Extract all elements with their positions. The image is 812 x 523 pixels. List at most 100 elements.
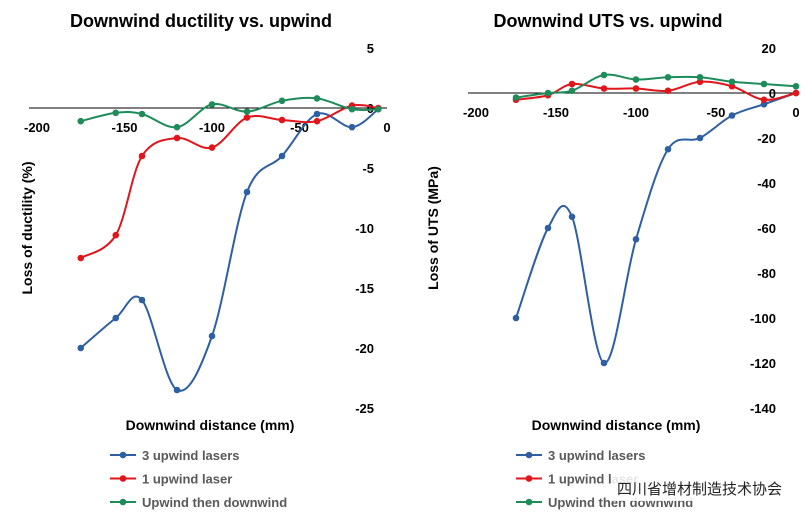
data-point [632,85,640,92]
series-line [80,96,379,129]
legend-label: 3 upwind lasers [548,448,646,463]
data-point [728,78,736,86]
y-tick-label: -5 [362,161,374,176]
series-line [515,80,797,101]
y-tick-label: -80 [757,266,776,281]
data-point [544,89,552,97]
y-tick-label: -25 [355,401,374,416]
data-point [112,109,120,117]
y-tick-label: -140 [750,401,776,416]
y-tick-label: -120 [750,356,776,371]
legend-entry: 1 upwind laser [110,472,232,487]
y-tick-label: 5 [367,41,374,56]
data-point [112,314,120,322]
series-line [80,103,379,259]
data-point [243,188,251,196]
data-point [173,386,181,394]
data-point [568,80,576,88]
legend-swatch-marker [119,475,127,482]
x-axis-label: Downwind distance (mm) [126,417,295,433]
x-axis-label: Downwind distance (mm) [532,417,701,433]
data-point [600,359,608,367]
x-tick-label: -150 [543,105,569,120]
data-point [77,344,85,352]
data-point [544,224,552,232]
data-point [568,213,576,221]
y-tick-label: -15 [355,281,374,296]
data-point [77,117,85,125]
legend-swatch-marker [525,498,533,506]
data-point [728,112,736,119]
data-point [792,82,800,90]
chart-title: Downwind ductility vs. upwind [70,11,332,31]
y-tick-label: 0 [367,101,374,116]
ductility-chart: Downwind ductility vs. upwind -200 -150 -10… [19,11,391,510]
x-tick-label: -200 [24,120,50,135]
uts-chart-svg: Downwind UTS vs. upwind-200 -150 -100 -50 02… [425,11,800,510]
y-tick-label: -20 [757,131,776,146]
legend-label: Upwind then downwind [142,495,287,510]
data-point [173,134,181,142]
legend-entry: Upwind then downwind [110,495,287,510]
y-axis-label: Loss of ductility (%) [19,162,35,295]
data-point [112,231,120,239]
data-point [664,145,672,153]
legend-label: 3 upwind lasers [142,448,240,463]
x-tick-label: -50 [707,105,726,120]
ductility-chart-svg: Downwind ductility vs. upwind-200 -150 -10… [19,11,391,510]
x-tick-label: -200 [463,105,489,120]
watermark-text: 四川省增材制造技术协会 [610,476,788,501]
data-point [278,97,286,105]
data-point [208,144,216,151]
data-point [664,87,672,95]
series-line [80,108,379,392]
y-tick-label: -100 [750,311,776,326]
uts-chart: Downwind UTS vs. upwind -200 -150 -100 -50 0 2… [406,0,812,523]
data-point [313,117,321,125]
data-point [632,235,640,243]
legend-entry: 3 upwind lasers [110,448,240,463]
data-point [348,123,356,131]
data-point [313,110,321,118]
x-tick-label: 0 [792,105,799,120]
legend-entry: 3 upwind lasers [516,448,646,463]
data-point [374,105,382,113]
data-point [512,94,520,101]
y-tick-label: -20 [355,341,374,356]
data-point [138,296,146,304]
data-point [512,314,520,322]
data-point [760,96,768,104]
data-point [568,87,576,95]
x-tick-label: -150 [111,120,137,135]
x-tick-label: -50 [290,120,309,135]
y-tick-label: 0 [769,86,776,101]
data-point [696,134,704,142]
x-tick-label: 0 [383,120,390,135]
data-point [208,101,216,108]
data-point [313,95,321,102]
legend-swatch-marker [525,475,533,482]
y-tick-label: -60 [757,221,776,236]
chart-title: Downwind UTS vs. upwind [494,11,723,31]
legend-swatch-marker [525,451,533,459]
y-tick-label: -40 [757,176,776,191]
data-point [77,254,85,262]
data-point [600,71,608,79]
data-point [138,152,146,160]
legend-swatch-marker [119,498,127,506]
data-point [278,116,286,124]
data-point [173,123,181,131]
series-line [515,73,797,99]
data-point [243,108,251,115]
data-point [278,152,286,160]
data-point [138,110,146,118]
y-axis-label: Loss of UTS (MPa) [425,166,441,290]
legend-swatch-marker [119,451,127,459]
x-tick-label: -100 [199,120,225,135]
data-point [208,332,216,340]
data-point [664,73,672,81]
data-point [696,73,704,81]
data-point [348,105,356,113]
data-point [632,76,640,83]
data-point [600,85,608,92]
